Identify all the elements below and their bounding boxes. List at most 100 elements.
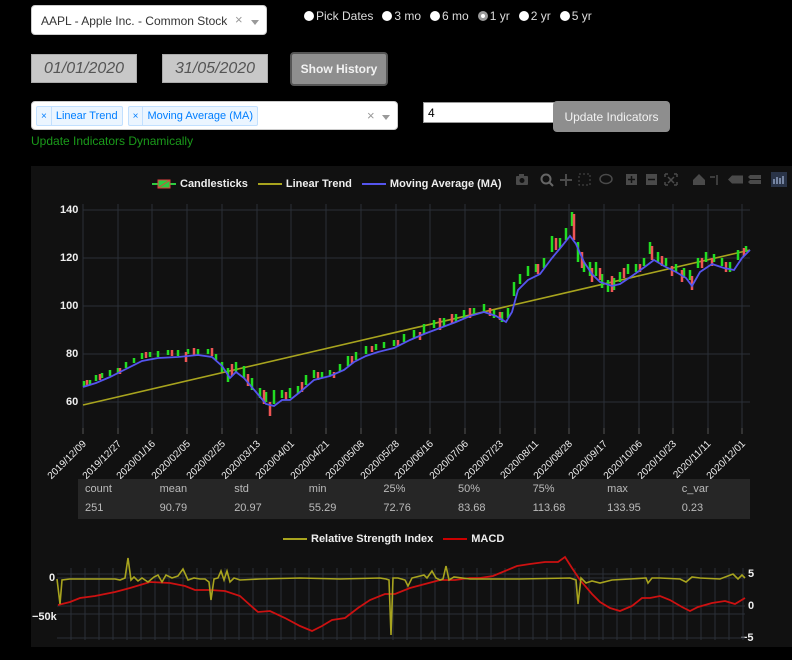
radio-label: 5 yr [571,9,592,23]
right-y-tick: −5 [741,632,754,644]
rsi-line [56,557,746,636]
tag-label: Moving Average (MA) [147,110,254,122]
radio-icon [559,11,570,21]
radio-2yr[interactable]: 2 yr [518,9,551,23]
radio-icon [518,11,529,21]
stats-header: min [308,482,327,495]
right-y-tick: 5 [748,568,755,580]
legend-candlesticks[interactable]: Candlesticks [152,178,248,190]
x-axis-ticks: 2019/12/09 2019/12/27 2020/01/16 2020/02… [46,439,748,482]
box-select-icon[interactable] [578,173,591,186]
tag-label: Linear Trend [55,110,118,122]
y-tick: 80 [66,348,79,360]
y-tick: 100 [60,300,79,312]
plot-toolbar [510,170,792,190]
line-legend-icon [443,538,468,540]
stats-table: count mean std min 25% 50% 75% max c_var… [78,479,750,519]
radio-icon [304,11,314,21]
radio-5yr[interactable]: 5 yr [559,9,592,23]
radio-icon [430,11,441,21]
stats-header: c_var [681,482,709,495]
radio-pick-dates[interactable]: Pick Dates [304,9,373,23]
radio-1yr[interactable]: 1 yr [477,9,510,23]
left-y-tick: −50k [32,611,57,623]
autoscale-icon[interactable] [664,173,678,186]
candlestick-legend-icon [152,179,176,189]
radio-6mo[interactable]: 6 mo [430,9,469,23]
moving-average-line [82,234,751,407]
end-date-input[interactable]: 31/05/2020 [162,54,268,83]
macd-line [57,555,746,632]
stats-header: count [85,482,112,495]
camera-icon[interactable] [516,174,528,185]
spike-lines-icon[interactable] [710,175,718,185]
legend-linear-trend[interactable]: Linear Trend [257,178,352,190]
indicator-chart-legend: Relative Strength Index MACD [283,533,514,545]
start-date-input[interactable]: 01/01/2020 [31,54,137,83]
reset-axes-icon[interactable] [693,174,705,185]
hover-compare-icon[interactable] [748,175,761,184]
radio-icon [382,11,393,21]
stats-header: 25% [383,482,406,495]
indicator-plot[interactable] [0,540,792,650]
stats-header: std [234,482,249,495]
radio-label: 1 yr [489,9,510,23]
stock-select-value: AAPL - Apple Inc. - Common Stock [41,14,228,28]
legend-macd[interactable]: MACD [443,533,504,545]
show-history-button[interactable]: Show History [290,52,388,86]
radio-label: 2 yr [530,9,551,23]
linear-trend-line [82,249,751,406]
y-tick: 60 [66,396,79,408]
line-legend-icon [361,183,386,185]
zoom-out-icon[interactable] [646,174,657,185]
stats-header: 75% [532,482,555,495]
radio-label: 3 mo [394,9,422,23]
remove-tag-icon[interactable]: × [129,107,144,125]
clear-icon[interactable]: × [367,108,375,123]
stock-select[interactable]: AAPL - Apple Inc. - Common Stock × [31,5,267,35]
clear-icon[interactable]: × [235,12,243,27]
legend-rsi[interactable]: Relative Strength Index [283,533,433,545]
legend-moving-average[interactable]: Moving Average (MA) [361,178,502,190]
plotly-logo-icon[interactable] [771,172,787,187]
indicator-multiselect[interactable]: × Linear Trend × Moving Average (MA) × [31,101,398,130]
stats-header: 50% [457,482,480,495]
update-indicators-button[interactable]: Update Indicators [553,101,670,132]
left-y-tick: 0 [49,572,56,584]
hover-closest-icon[interactable] [728,175,743,184]
stats-header: max [607,482,628,495]
stats-value: 90.79 [159,501,188,514]
line-legend-icon [283,538,307,540]
dynamic-update-note: Update Indicators Dynamically [31,134,194,148]
radio-label: Pick Dates [316,9,374,23]
stats-header-row: count mean std min 25% 50% 75% max c_var [78,479,750,498]
stats-value: 133.95 [607,501,641,514]
stats-value: 251 [85,501,104,514]
zoom-icon[interactable] [540,173,554,187]
main-chart-legend: Candlesticks Linear Trend Moving Average… [152,178,512,190]
radio-checked-icon [477,11,488,21]
stats-value: 55.29 [308,501,337,514]
legend-label: Moving Average (MA) [389,178,502,190]
zoom-in-icon[interactable] [626,174,637,185]
stats-value: 72.76 [383,501,411,514]
stats-value-row: 251 90.79 20.97 55.29 72.76 83.68 113.68… [78,498,750,517]
y-tick: 120 [60,252,79,264]
stats-value: 83.68 [457,501,486,514]
radio-label: 6 mo [442,9,469,23]
legend-label: Relative Strength Index [311,533,434,545]
range-radio-group: Pick Dates 3 mo 6 mo 1 yr 2 yr 5 yr [304,9,601,23]
indicator-tag-moving-average: × Moving Average (MA) [127,106,259,126]
remove-tag-icon[interactable]: × [37,107,52,125]
chevron-down-icon[interactable] [382,115,390,120]
y-tick: 140 [60,204,79,216]
legend-label: Linear Trend [285,178,352,190]
price-plot[interactable] [0,0,792,480]
chevron-down-icon[interactable] [251,20,259,25]
radio-3mo[interactable]: 3 mo [382,9,421,23]
chart-panel [31,166,792,647]
pan-icon[interactable] [560,174,572,186]
lasso-select-icon[interactable] [599,173,613,185]
stats-value: 20.97 [234,501,262,514]
indicator-tag-linear-trend: × Linear Trend [36,106,123,126]
